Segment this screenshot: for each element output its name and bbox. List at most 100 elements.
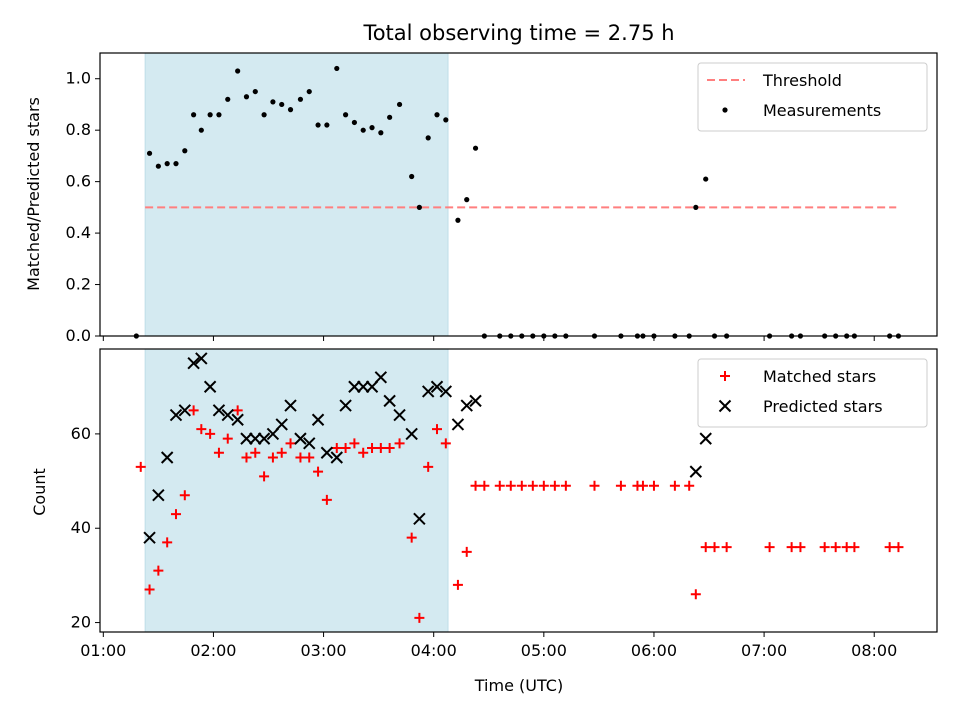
y-tick-label: 0.6 [66, 172, 91, 191]
y-tick-label: 40 [71, 518, 91, 537]
data-point [205, 428, 216, 439]
legend: Matched stars Predicted stars [697, 358, 928, 428]
y-tick-label: 0.4 [66, 223, 91, 242]
data-point [884, 542, 895, 553]
data-point [241, 452, 252, 463]
data-point [615, 480, 626, 491]
data-point [222, 433, 233, 444]
data-point [225, 96, 231, 102]
data-point [153, 565, 164, 576]
data-point [360, 127, 366, 133]
data-point [146, 150, 153, 156]
data-point [637, 480, 648, 491]
data-point [196, 424, 207, 435]
data-point [155, 163, 161, 169]
data-point [479, 480, 490, 491]
x-tick-label: 04:00 [411, 641, 457, 660]
y-tick-label: 60 [71, 424, 91, 443]
data-point [693, 204, 699, 210]
data-point [203, 380, 217, 393]
data-point [348, 380, 361, 393]
data-point [460, 399, 473, 412]
data-point [786, 542, 797, 553]
data-point [690, 589, 701, 600]
data-point [358, 447, 369, 458]
data-point [279, 101, 285, 108]
legend-box [697, 62, 928, 132]
legend-label: Predicted stars [763, 397, 883, 416]
x-tick-label: 05:00 [521, 641, 567, 660]
chart-title: Total observing time = 2.75 h [362, 21, 674, 45]
x-axis-label: Time (UTC) [474, 676, 563, 695]
data-point [164, 161, 170, 167]
data-point [179, 490, 190, 501]
data-point [143, 531, 156, 544]
data-point [396, 101, 403, 108]
data-point [240, 432, 253, 445]
data-point [198, 127, 204, 133]
data-point [191, 112, 197, 118]
data-point [340, 443, 351, 454]
data-point [207, 112, 213, 118]
data-point [276, 447, 287, 458]
data-point [321, 494, 332, 505]
data-point [464, 197, 470, 203]
data-point [440, 438, 451, 449]
data-point [413, 512, 426, 526]
data-point [297, 96, 304, 102]
data-point [170, 509, 181, 520]
data-point [669, 480, 680, 491]
data-point [549, 480, 560, 491]
data-point [516, 480, 527, 491]
data-point [434, 112, 440, 118]
top-panel: 0.0 0.2 0.4 0.6 0.8 1.0 Threshold Measurements [66, 52, 938, 345]
bottom-panel: 20 40 60 01:00 02:00 03:00 04:00 05:00 06:00 07:0… [71, 348, 938, 660]
data-point [243, 94, 250, 100]
legend-marker [720, 371, 730, 381]
data-point [703, 176, 709, 182]
data-point [261, 112, 267, 118]
y-tick-label: 1.0 [66, 69, 91, 88]
data-point [182, 148, 188, 154]
data-point [700, 542, 711, 553]
data-point [416, 204, 422, 210]
data-point [384, 443, 395, 454]
data-point [394, 438, 405, 449]
data-point [178, 404, 192, 417]
data-point [306, 88, 312, 95]
data-point [221, 408, 234, 422]
data-point [195, 352, 208, 365]
data-point [409, 173, 415, 180]
x-tick-label: 03:00 [301, 641, 347, 660]
data-point [270, 99, 276, 105]
data-point [304, 452, 315, 463]
data-point [472, 145, 479, 151]
data-point [505, 480, 516, 491]
data-point [311, 413, 325, 426]
y-tick-label: 20 [71, 613, 91, 632]
data-point [369, 125, 375, 131]
legend-marker [722, 107, 728, 113]
data-point [432, 424, 443, 435]
data-point [470, 480, 481, 491]
data-point [425, 135, 431, 141]
data-point [461, 546, 472, 557]
x-tick-label: 07:00 [741, 641, 787, 660]
data-point [893, 542, 904, 553]
x-tick-label: 02:00 [190, 641, 236, 660]
data-point [334, 65, 340, 72]
data-point [169, 408, 183, 422]
data-point [212, 404, 226, 417]
data-point [455, 217, 461, 223]
data-point [267, 452, 278, 463]
data-point [285, 438, 296, 449]
data-point [275, 418, 288, 431]
data-point [439, 385, 453, 398]
data-point [339, 399, 352, 412]
data-point [160, 451, 174, 464]
data-point [709, 542, 720, 553]
data-point [648, 480, 659, 491]
series-matched-stars [135, 405, 904, 623]
data-point [330, 451, 343, 464]
data-point [430, 380, 444, 393]
